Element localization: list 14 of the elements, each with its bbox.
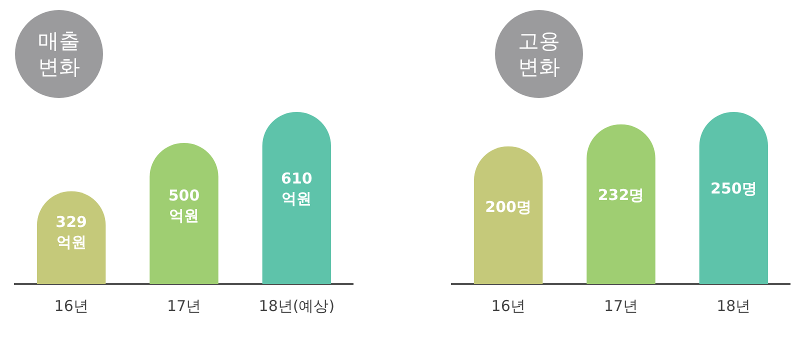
x-tick-label: 17년 xyxy=(166,296,202,315)
data-label: 232명 xyxy=(598,186,644,204)
x-tick-label: 16년 xyxy=(491,296,526,315)
x-tick-label: 18년 xyxy=(716,296,751,315)
chart-title: 매출 변화 xyxy=(37,28,81,80)
data-label: 610 억원 xyxy=(281,169,312,208)
data-label: 500 억원 xyxy=(168,186,200,224)
data-label: 329 억원 xyxy=(56,212,87,251)
x-tick-label: 17년 xyxy=(604,296,638,315)
data-label: 200명 xyxy=(485,198,532,216)
data-label: 250명 xyxy=(710,179,757,198)
x-tick-label: 16년 xyxy=(54,296,88,315)
x-tick-label: 18년(예상) xyxy=(258,296,335,315)
chart-title: 고용 변화 xyxy=(517,28,561,80)
